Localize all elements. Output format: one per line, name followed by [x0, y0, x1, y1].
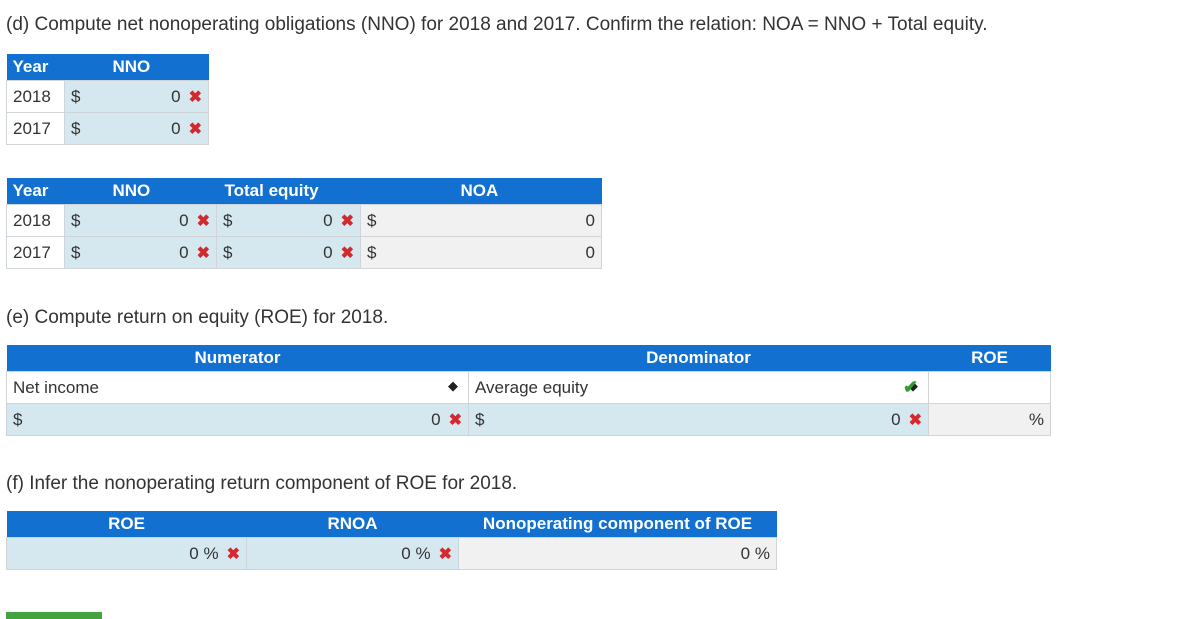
noa-value: 0 — [585, 242, 595, 262]
currency-label: $ — [71, 242, 81, 262]
nonoperating-output: 0 % — [458, 537, 777, 570]
numerator-input[interactable]: $ 0 ✖ — [6, 403, 469, 436]
nno-value: 0 — [171, 118, 181, 138]
table-row: 2017 $ 0 ✖ — [6, 112, 209, 145]
nno-value: 0 — [179, 210, 189, 230]
table-row: 2018 $ 0 ✖ — [6, 80, 209, 113]
header-roe: ROE — [928, 345, 1051, 372]
header-rnoa: RNOA — [246, 511, 459, 538]
currency-label: $ — [13, 409, 23, 429]
select-arrows-icon: ◆ — [448, 377, 458, 393]
header-nno: NNO — [64, 54, 209, 81]
roe-table: Numerator Denominator ROE Net income ◆ A… — [6, 345, 1051, 436]
incorrect-icon: ✖ — [340, 212, 354, 230]
incorrect-icon: ✖ — [438, 545, 452, 563]
part-d-question: (d) Compute net nonoperating obligations… — [6, 14, 988, 35]
part-e-question: (e) Compute return on equity (ROE) for 2… — [6, 307, 389, 328]
roe-check-cell: ✔ — [903, 371, 1051, 404]
header-total-equity: Total equity — [216, 178, 361, 205]
currency-label: $ — [223, 242, 233, 262]
table-row: 2017 $ 0 ✖ $ 0 ✖ $ 0 — [6, 236, 602, 269]
denominator-value: 0 — [891, 409, 901, 429]
header-denominator: Denominator — [468, 345, 929, 372]
numerator-select-value: Net income — [13, 377, 99, 397]
incorrect-icon: ✖ — [188, 88, 202, 106]
incorrect-icon: ✖ — [188, 120, 202, 138]
percent-label: % — [754, 543, 770, 563]
header-numerator: Numerator — [6, 345, 469, 372]
incorrect-icon: ✖ — [196, 244, 210, 262]
noa-relation-table: Year NNO Total equity NOA 2018 $ 0 ✖ $ 0 ✖… — [6, 178, 602, 269]
numerator-select[interactable]: Net income ◆ — [6, 371, 469, 404]
nonoperating-table: ROE RNOA Nonoperating component of ROE 0… — [6, 511, 777, 570]
equity-input-2018[interactable]: $ 0 ✖ — [216, 204, 361, 237]
table-row: 2018 $ 0 ✖ $ 0 ✖ $ 0 — [6, 204, 602, 237]
header-nonoperating-component: Nonoperating component of ROE — [458, 511, 777, 538]
equity-value: 0 — [323, 242, 333, 262]
nno-input-2018[interactable]: $ 0 ✖ — [64, 80, 209, 113]
currency-label: $ — [223, 210, 233, 230]
currency-label: $ — [367, 210, 377, 230]
rnoa-value: 0 — [401, 543, 411, 563]
nno-input-2017[interactable]: $ 0 ✖ — [64, 112, 209, 145]
header-year: Year — [6, 178, 65, 205]
numerator-value: 0 — [431, 409, 441, 429]
year-cell: 2017 — [6, 236, 65, 269]
equity-input-2017[interactable]: $ 0 ✖ — [216, 236, 361, 269]
currency-label: $ — [475, 409, 485, 429]
roe-value: 0 — [189, 543, 199, 563]
nno-input-2018[interactable]: $ 0 ✖ — [64, 204, 217, 237]
incorrect-icon: ✖ — [340, 244, 354, 262]
noa-output-2017: $ 0 — [360, 236, 602, 269]
rnoa-input[interactable]: 0 % ✖ — [246, 537, 459, 570]
currency-label: $ — [71, 210, 81, 230]
denominator-select-value: Average equity — [475, 377, 589, 397]
equity-value: 0 — [323, 210, 333, 230]
nno-value: 0 — [179, 242, 189, 262]
correct-check-icon: ✔ — [903, 377, 919, 397]
header-roe: ROE — [6, 511, 247, 538]
submit-button[interactable] — [6, 612, 102, 619]
table-row: 0 % ✖ 0 % ✖ 0 % — [6, 537, 777, 570]
incorrect-icon: ✖ — [448, 411, 462, 429]
percent-label: % — [1028, 409, 1044, 429]
percent-label: % — [415, 543, 431, 563]
roe-input[interactable]: 0 % ✖ — [6, 537, 247, 570]
select-arrows-icon: ◆ — [908, 377, 918, 393]
nonoperating-value: 0 — [740, 543, 751, 563]
denominator-input[interactable]: $ 0 ✖ — [468, 403, 929, 436]
currency-label: $ — [367, 242, 377, 262]
nno-input-2017[interactable]: $ 0 ✖ — [64, 236, 217, 269]
header-nno: NNO — [64, 178, 217, 205]
percent-label: % — [203, 543, 219, 563]
currency-label: $ — [71, 86, 81, 106]
year-cell: 2017 — [6, 112, 65, 145]
nno-value: 0 — [171, 86, 181, 106]
currency-label: $ — [71, 118, 81, 138]
part-f-question: (f) Infer the nonoperating return compon… — [6, 473, 518, 494]
table-row: $ 0 ✖ $ 0 ✖ % — [6, 403, 1051, 436]
year-cell: 2018 — [6, 204, 65, 237]
noa-value: 0 — [585, 210, 595, 230]
table-row: Net income ◆ Average equity ◆ ✔ — [6, 371, 1051, 404]
incorrect-icon: ✖ — [196, 212, 210, 230]
year-cell: 2018 — [6, 80, 65, 113]
incorrect-icon: ✖ — [226, 545, 240, 563]
noa-output-2018: $ 0 — [360, 204, 602, 237]
roe-output: % — [928, 403, 1051, 436]
denominator-select[interactable]: Average equity ◆ — [468, 371, 929, 404]
incorrect-icon: ✖ — [908, 411, 922, 429]
header-year: Year — [6, 54, 65, 81]
header-noa: NOA — [360, 178, 602, 205]
nno-table: Year NNO 2018 $ 0 ✖ 2017 $ 0 ✖ — [6, 54, 209, 145]
